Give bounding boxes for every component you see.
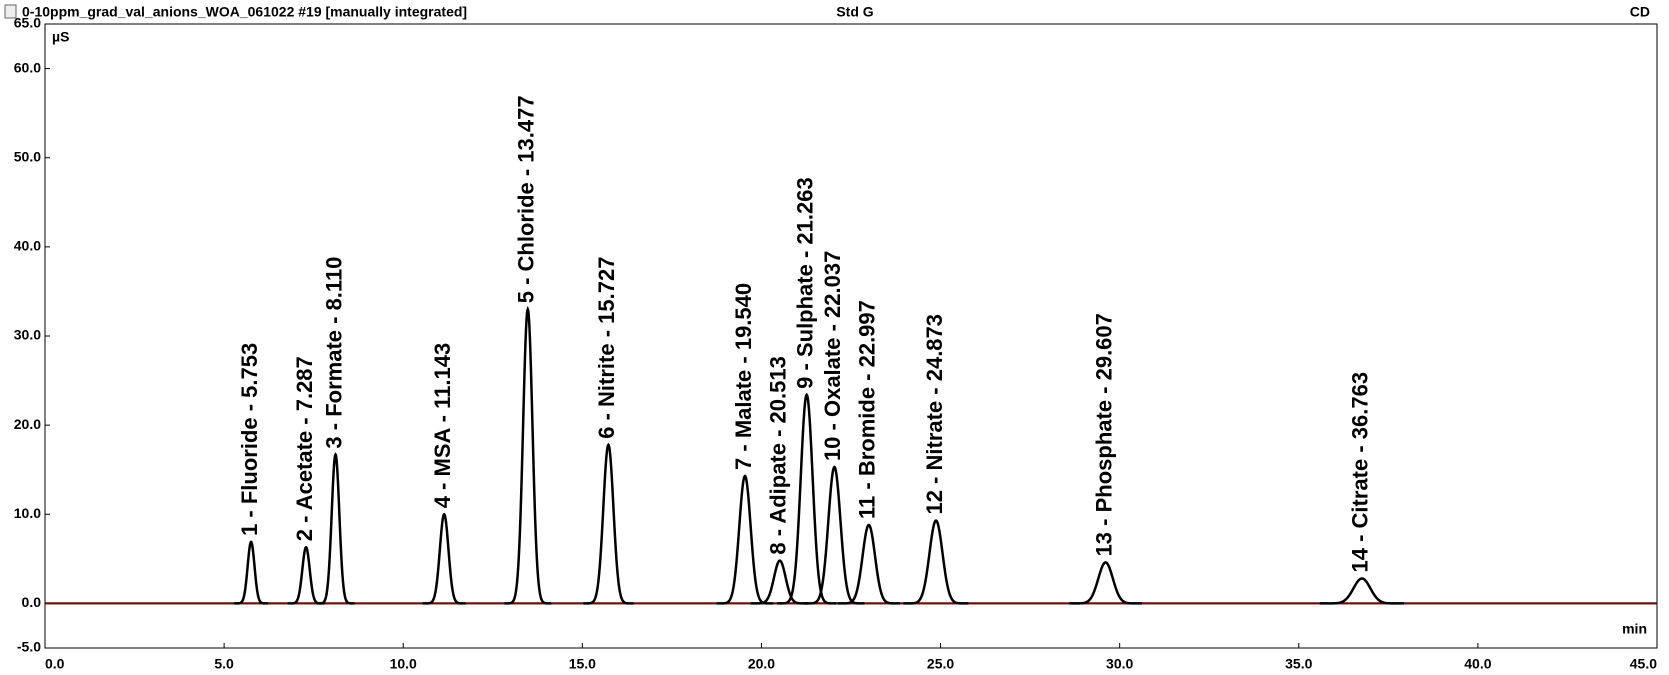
- peak-label: 8 - Adipate - 20.513: [766, 356, 791, 554]
- y-tick-label: 40.0: [14, 238, 41, 254]
- peak-label: 11 - Bromide - 22.997: [855, 300, 880, 519]
- peak: [504, 305, 552, 605]
- x-tick-label: 20.0: [748, 656, 775, 672]
- x-tick-label: 40.0: [1464, 656, 1491, 672]
- peak: [316, 452, 355, 605]
- window-icon: [4, 4, 17, 19]
- chart-title: 0-10ppm_grad_val_anions_WOA_061022 #19 […: [22, 4, 467, 20]
- peak-label: 12 - Nitrate - 24.873: [922, 314, 947, 515]
- peak-label: 13 - Phosphate - 29.607: [1091, 313, 1116, 556]
- peak: [837, 523, 900, 605]
- y-tick-label: 50.0: [14, 148, 41, 164]
- x-tick-label: 10.0: [390, 656, 417, 672]
- y-tick-label: 20.0: [14, 416, 41, 432]
- y-tick-label: 10.0: [14, 505, 41, 521]
- peak-label: 7 - Malate - 19.540: [731, 283, 756, 470]
- y-tick-label: 30.0: [14, 327, 41, 343]
- peak-label: 14 - Citrate - 36.763: [1348, 372, 1373, 573]
- x-tick-label: 45.0: [1630, 656, 1657, 672]
- peak: [583, 442, 634, 605]
- peak-label: 4 - MSA - 11.143: [430, 343, 455, 508]
- detector-label: CD: [1630, 4, 1650, 20]
- peak: [1069, 561, 1142, 605]
- y-tick-label: 0.0: [22, 594, 42, 610]
- y-tick-label: 65.0: [14, 15, 41, 31]
- peak-label: 10 - Oxalate - 22.037: [820, 251, 845, 461]
- peak: [1319, 577, 1405, 605]
- x-tick-label: 25.0: [927, 656, 954, 672]
- y-tick-label: 60.0: [14, 59, 41, 75]
- chart-subtitle: Std G: [836, 4, 873, 20]
- peak-label: 5 - Chloride - 13.477: [514, 95, 539, 303]
- peak: [903, 519, 969, 605]
- peak: [233, 540, 269, 605]
- peak-label: 6 - Nitrite - 15.727: [594, 257, 619, 439]
- peak-label: 9 - Sulphate - 21.263: [793, 177, 818, 389]
- peak: [777, 392, 837, 605]
- x-tick-label: 0.0: [45, 656, 65, 672]
- peak: [750, 559, 809, 605]
- peak-label: 3 - Formate - 8.110: [321, 257, 346, 449]
- peak: [422, 512, 466, 605]
- peak: [804, 465, 865, 605]
- x-tick-label: 35.0: [1285, 656, 1312, 672]
- x-axis-label: min: [1622, 621, 1647, 637]
- x-tick-label: 5.0: [214, 656, 234, 672]
- y-tick-label: -5.0: [17, 639, 41, 655]
- peak-label: 1 - Fluoride - 5.753: [237, 343, 262, 536]
- peak-label: 2 - Acetate - 7.287: [292, 356, 317, 541]
- x-tick-label: 15.0: [569, 656, 596, 672]
- x-tick-label: 30.0: [1106, 656, 1133, 672]
- y-axis-label: µS: [52, 29, 69, 45]
